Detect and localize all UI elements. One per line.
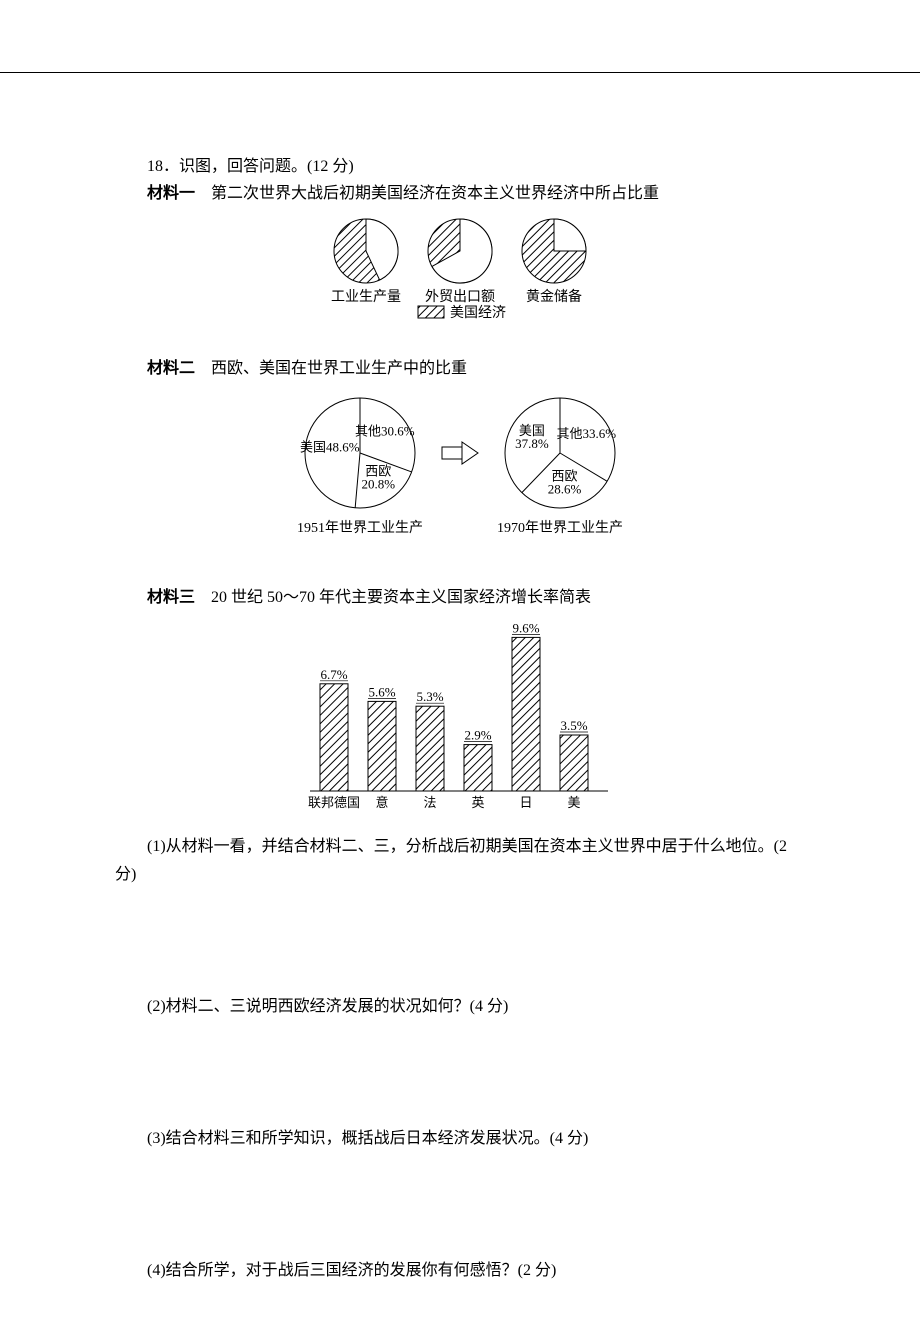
material-1-text: 第二次世界大战后初期美国经济在资本主义世界经济中所占比重: [195, 185, 659, 202]
svg-text:法: 法: [423, 795, 436, 810]
answer-space-1: [115, 888, 805, 993]
material-1-line: 材料一 第二次世界大战后初期美国经济在资本主义世界经济中所占比重: [115, 180, 805, 207]
svg-text:黄金储备: 黄金储备: [526, 288, 582, 305]
chart-3-svg: 6.7% 联邦德国 5.6% 意 5.3% 法 2.9% 英 9.6% 日 3.5% 美: [280, 619, 640, 814]
answer-space-2: [115, 1020, 805, 1125]
svg-text:美国48.6%: 美国48.6%: [300, 439, 360, 454]
chart-2: 其他30.6%西欧20.8%美国48.6%1951年世界工业生产其他33.6%西…: [115, 390, 805, 574]
svg-text:1970年世界工业生产: 1970年世界工业生产: [497, 520, 623, 536]
material-2-text: 西欧、美国在世界工业生产中的比重: [195, 360, 467, 377]
svg-text:5.6%: 5.6%: [368, 685, 395, 700]
q18-sub3-text: (3)结合材料三和所学知识，概括战后日本经济发展状况。(4 分): [147, 1130, 588, 1147]
q18-sub2-text: (2)材料二、三说明西欧经济发展的状况如何？(4 分): [147, 998, 508, 1015]
svg-text:其他33.6%: 其他33.6%: [557, 426, 617, 441]
svg-text:日: 日: [519, 795, 532, 810]
svg-text:2.9%: 2.9%: [464, 728, 491, 743]
svg-text:工业生产量: 工业生产量: [331, 289, 401, 305]
material-1-label: 材料一: [147, 185, 195, 202]
svg-text:其他30.6%: 其他30.6%: [355, 423, 415, 438]
svg-text:联邦德国: 联邦德国: [308, 795, 360, 810]
svg-text:28.6%: 28.6%: [548, 481, 582, 496]
svg-text:20.8%: 20.8%: [361, 476, 395, 491]
q18-prompt: 识图，回答问题。(12 分): [179, 158, 354, 175]
q18-sub4-text: (4)结合所学，对于战后三国经济的发展你有何感悟？(2 分): [147, 1262, 556, 1279]
chart-2-svg: 其他30.6%西欧20.8%美国48.6%1951年世界工业生产其他33.6%西…: [270, 390, 650, 565]
svg-text:3.5%: 3.5%: [560, 718, 587, 733]
svg-text:9.6%: 9.6%: [512, 621, 539, 636]
chart-1: 工业生产量 外贸出口额 黄金储备美国经济: [115, 215, 805, 344]
answer-space-3: [115, 1152, 805, 1257]
q18-sub4: (4)结合所学，对于战后三国经济的发展你有何感悟？(2 分): [115, 1257, 805, 1284]
svg-text:37.8%: 37.8%: [515, 436, 549, 451]
svg-text:美国经济: 美国经济: [450, 305, 506, 321]
material-2-label: 材料二: [147, 360, 195, 377]
svg-text:英: 英: [471, 795, 484, 810]
q18-sub1-text: (1)从材料一看，并结合材料二、三，分析战后初期美国在资本主义世界中居于什么地位…: [115, 838, 787, 882]
material-3-line: 材料三 20 世纪 50～70 年代主要资本主义国家经济增长率简表: [115, 584, 805, 611]
svg-text:1951年世界工业生产: 1951年世界工业生产: [297, 520, 423, 536]
q18-heading: 18．识图，回答问题。(12 分): [115, 153, 805, 180]
q18-sub3: (3)结合材料三和所学知识，概括战后日本经济发展状况。(4 分): [115, 1125, 805, 1152]
material-3-label: 材料三: [147, 589, 195, 606]
svg-text:美: 美: [567, 795, 580, 810]
material-3-text: 20 世纪 50～70 年代主要资本主义国家经济增长率简表: [195, 589, 591, 606]
page: 18．识图，回答问题。(12 分) 材料一 第二次世界大战后初期美国经济在资本主…: [0, 72, 920, 1344]
q18-sub1: (1)从材料一看，并结合材料二、三，分析战后初期美国在资本主义世界中居于什么地位…: [115, 833, 805, 887]
chart-1-svg: 工业生产量 外贸出口额 黄金储备美国经济: [290, 215, 630, 335]
svg-text:意: 意: [375, 795, 388, 810]
chart-3: 6.7% 联邦德国 5.6% 意 5.3% 法 2.9% 英 9.6% 日 3.5% 美: [115, 619, 805, 823]
q18-number: 18．: [147, 158, 179, 175]
svg-text:6.7%: 6.7%: [320, 667, 347, 682]
material-2-line: 材料二 西欧、美国在世界工业生产中的比重: [115, 355, 805, 382]
svg-text:5.3%: 5.3%: [416, 689, 443, 704]
svg-text:外贸出口额: 外贸出口额: [425, 289, 495, 305]
q18-sub2: (2)材料二、三说明西欧经济发展的状况如何？(4 分): [115, 993, 805, 1020]
